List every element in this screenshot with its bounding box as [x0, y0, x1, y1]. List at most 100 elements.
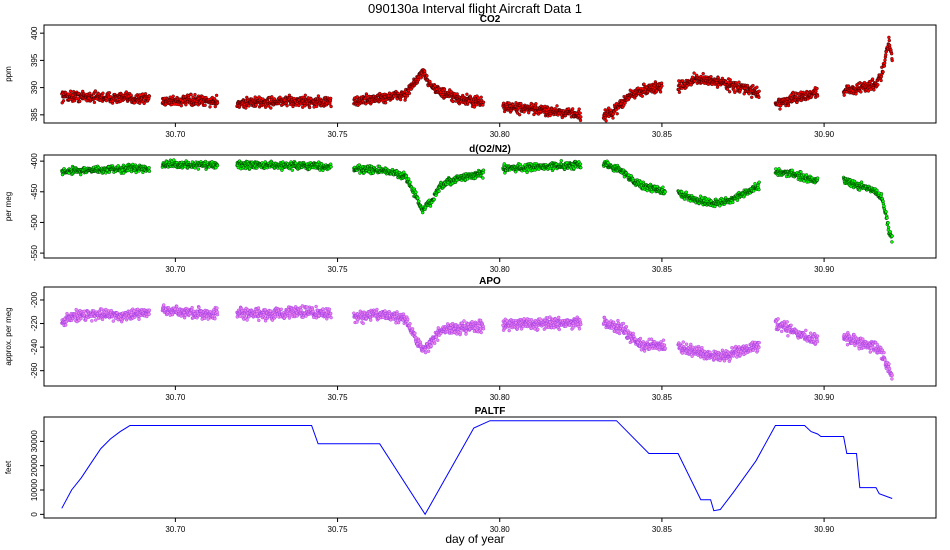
data-point [171, 94, 175, 98]
data-point [248, 166, 252, 171]
data-series-segment-4 [352, 307, 486, 355]
data-point [640, 94, 644, 98]
data-point [814, 89, 818, 93]
data-point [481, 176, 485, 180]
data-point [887, 35, 891, 40]
data-series-segment-6 [601, 159, 667, 196]
data-point [578, 111, 582, 115]
data-point [175, 304, 179, 309]
data-point [725, 87, 730, 91]
data-point [677, 90, 682, 94]
data-point [290, 168, 294, 172]
data-point [129, 93, 133, 97]
data-point [215, 101, 220, 105]
data-point [437, 189, 441, 193]
data-point [90, 319, 94, 323]
data-point [189, 92, 193, 97]
data-point [94, 318, 98, 322]
page-title: 090130a Interval flight Aircraft Data 1 [368, 1, 582, 16]
data-point [870, 77, 875, 81]
data-point [61, 99, 66, 103]
plot-frame [43, 154, 937, 259]
data-point [890, 240, 894, 244]
data-point [885, 216, 889, 220]
data-point [465, 92, 469, 96]
y-axis-label: ppm [4, 66, 13, 82]
data-point [307, 105, 312, 110]
data-point [407, 91, 412, 96]
data-point [203, 103, 207, 107]
y-tick-label: 400 [30, 26, 39, 40]
data-series-segment-2 [160, 92, 220, 109]
data-point [815, 94, 820, 98]
data-point [882, 64, 887, 68]
data-point [616, 106, 621, 110]
data-point [747, 92, 751, 96]
data-point [481, 100, 486, 104]
data-point [519, 101, 523, 106]
data-series-segment-5 [501, 101, 583, 123]
data-point [269, 106, 273, 110]
data-point [757, 187, 761, 192]
data-point [213, 317, 217, 321]
data-point [879, 192, 884, 196]
data-point [889, 52, 894, 56]
data-point [247, 104, 251, 108]
x-tick-label: 30.80 [490, 130, 511, 139]
data-point [522, 110, 526, 114]
data-point [842, 93, 846, 97]
data-point [733, 90, 737, 95]
data-point [162, 303, 166, 307]
data-point [329, 104, 333, 109]
x-tick-label: 30.70 [165, 130, 186, 139]
data-point [857, 188, 862, 192]
data-point [303, 93, 307, 97]
x-tick-label: 30.75 [328, 130, 349, 139]
data-point [79, 316, 83, 321]
data-point [137, 317, 141, 321]
panel-title: d(O2/N2) [469, 144, 511, 155]
data-point [451, 99, 455, 104]
data-point [815, 86, 819, 91]
data-point [147, 169, 152, 173]
data-point [577, 107, 581, 111]
x-tick-label: 30.80 [490, 265, 511, 274]
data-point [404, 174, 409, 178]
data-series-segment-8 [773, 86, 820, 111]
data-point [757, 180, 761, 184]
data-point [285, 104, 289, 108]
data-point [611, 116, 615, 120]
data-point [301, 105, 305, 109]
data-point [692, 71, 696, 75]
data-point [774, 167, 778, 171]
data-point [751, 83, 755, 88]
data-point [879, 74, 884, 79]
data-point [534, 102, 538, 106]
data-point [755, 85, 759, 89]
data-point [355, 95, 359, 99]
data-point [279, 307, 283, 311]
data-point [147, 312, 151, 316]
data-point [93, 89, 98, 93]
data-point [316, 94, 321, 98]
data-point [273, 314, 278, 319]
data-point [421, 210, 425, 215]
data-point [147, 94, 152, 98]
data-point [215, 312, 220, 317]
data-series-segment-6 [601, 80, 664, 123]
data-point [579, 165, 583, 170]
data-point [527, 111, 531, 115]
data-point [314, 304, 318, 309]
data-point [68, 89, 73, 93]
data-point [735, 198, 740, 202]
data-point [859, 90, 863, 94]
data-point [329, 315, 333, 320]
data-point [107, 91, 112, 95]
data-point [472, 105, 477, 109]
data-point [257, 318, 261, 323]
data-point [196, 167, 200, 171]
data-point [300, 304, 305, 308]
y-tick-label: -450 [30, 183, 39, 200]
